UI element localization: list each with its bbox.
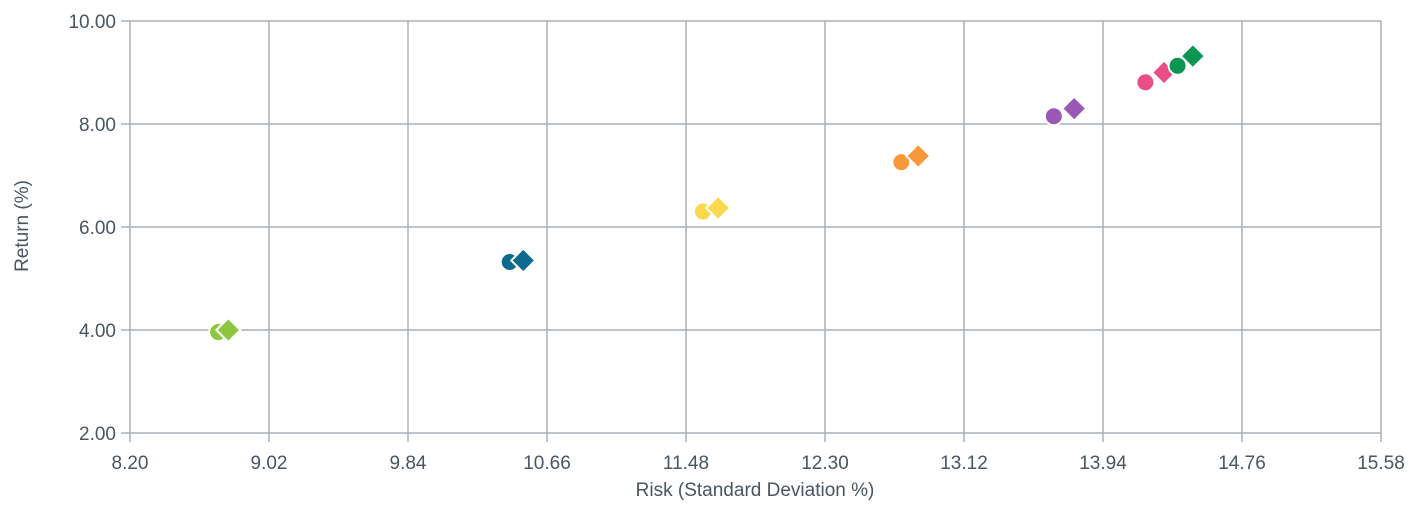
tick-labels: 8.20 9.02 9.84 10.66 11.48 12.30 13.12 13.94 14.… xyxy=(68,12,1404,474)
scatter-point-diamond xyxy=(509,247,537,274)
y-tick-label: 2.00 xyxy=(79,424,116,445)
x-axis-title: Risk (Standard Deviation %) xyxy=(636,480,875,501)
x-tick-label: 13.94 xyxy=(1079,453,1127,474)
grid-layer xyxy=(121,20,1382,442)
x-tick-label: 10.66 xyxy=(523,453,571,474)
x-tick-label: 9.84 xyxy=(390,453,427,474)
x-tick-label: 14.76 xyxy=(1218,453,1266,474)
scatter-point-circle xyxy=(1167,55,1188,76)
y-tick-label: 10.00 xyxy=(68,12,116,33)
scatter-point-diamond xyxy=(904,142,932,170)
x-tick-label: 12.30 xyxy=(801,453,849,474)
scatter-point-diamond xyxy=(704,194,732,222)
scatter-point-circle xyxy=(1135,72,1156,93)
scatter-point-circle xyxy=(1043,106,1064,127)
scatter-point-circle xyxy=(891,152,912,173)
x-tick-label: 9.02 xyxy=(251,453,288,474)
scatter-point-diamond xyxy=(214,316,242,344)
x-tick-label: 13.12 xyxy=(940,453,988,474)
data-points xyxy=(208,42,1207,344)
x-tick-label: 8.20 xyxy=(112,453,149,474)
scatter-point-diamond xyxy=(1179,42,1207,70)
x-tick-label: 15.58 xyxy=(1357,453,1405,474)
scatter-point-diamond xyxy=(1060,95,1088,122)
x-tick-label: 11.48 xyxy=(663,453,709,474)
y-tick-label: 8.00 xyxy=(79,115,116,136)
y-tick-label: 6.00 xyxy=(79,218,116,239)
y-tick-label: 4.00 xyxy=(79,321,116,342)
y-axis-title: Return (%) xyxy=(12,180,33,272)
